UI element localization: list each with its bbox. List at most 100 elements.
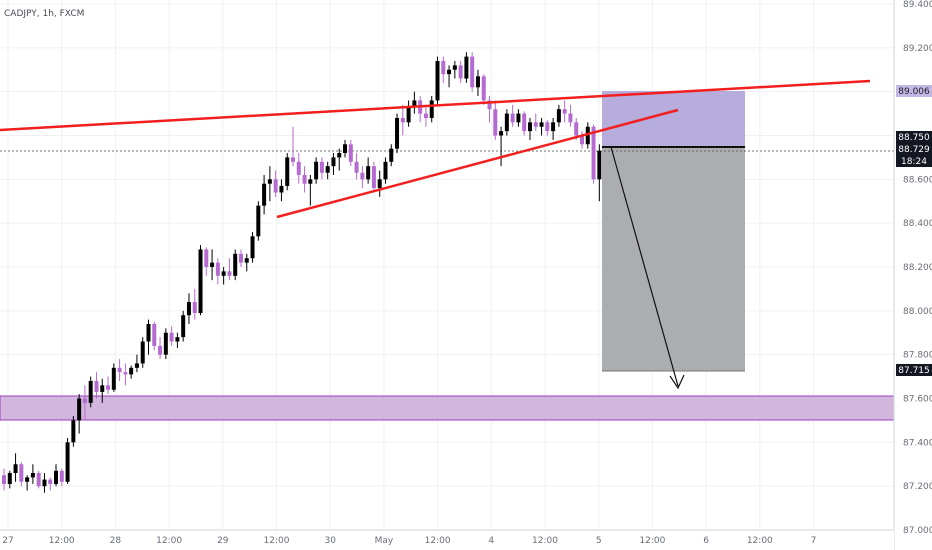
candle: [175, 332, 180, 349]
candle: [371, 161, 376, 193]
candle-body: [129, 367, 134, 375]
candle: [314, 157, 319, 184]
candle: [337, 148, 342, 171]
candle: [487, 96, 492, 123]
candle-body: [279, 185, 284, 193]
time-tick-label: 12:00: [425, 536, 451, 546]
candle-body: [140, 341, 145, 364]
grid-lines: [0, 0, 894, 531]
candle-body: [65, 442, 70, 482]
time-tick-label: 12:00: [156, 536, 182, 546]
candle: [389, 144, 394, 167]
candle-body: [527, 122, 532, 132]
candle: [481, 74, 486, 105]
time-axis[interactable]: 27 12:00 28 12:00 29 12:00 30 May 12:00 4 12:00 5 12…: [2, 536, 816, 546]
price-badge: [896, 143, 932, 155]
candle: [158, 337, 163, 360]
lower-trendline[interactable]: [276, 108, 679, 219]
candle-body: [551, 122, 556, 132]
candle-body: [181, 315, 186, 338]
candle-body: [100, 385, 105, 392]
candle: [250, 231, 255, 263]
candle: [412, 91, 417, 114]
candle-body: [580, 135, 584, 145]
candle: [499, 126, 504, 167]
time-tick-label: 30: [324, 536, 336, 546]
symbol-label: CADJPY, 1h, FXCM: [4, 9, 84, 19]
candle: [291, 126, 295, 167]
candle-body: [221, 271, 226, 276]
candle: [308, 174, 313, 206]
candle-body: [227, 271, 232, 276]
candle: [545, 120, 550, 136]
candle: [447, 65, 452, 88]
candle: [475, 69, 480, 97]
candle-body: [291, 157, 295, 162]
time-tick-label: May: [375, 536, 394, 546]
candle: [192, 288, 197, 320]
candle: [470, 52, 475, 92]
price-tick-label: 89.400: [903, 0, 932, 10]
candle: [106, 376, 111, 395]
candle: [129, 365, 134, 379]
time-tick-label: 6: [703, 536, 709, 546]
candle: [493, 100, 498, 140]
price-tick-label: 87.200: [903, 482, 932, 492]
projection-arrow[interactable]: [610, 146, 685, 390]
time-tick-label: 12:00: [49, 536, 75, 546]
candle-body: [337, 153, 342, 158]
candle: [204, 247, 209, 276]
candle: [262, 174, 267, 215]
candle: [94, 372, 99, 399]
price-badge: [896, 364, 932, 376]
price-tick-label: 87.600: [903, 395, 932, 405]
price-tick-label: 88.600: [903, 175, 932, 185]
candle: [146, 319, 151, 355]
candle: [7, 470, 12, 489]
arrow-head-icon: [669, 374, 685, 390]
price-badge: [896, 131, 932, 143]
candle: [551, 117, 556, 140]
candle: [325, 161, 330, 180]
candle: [597, 144, 602, 202]
candle-body: [19, 464, 24, 482]
candle: [77, 394, 82, 434]
candle-body: [186, 302, 191, 316]
price-tick-label: 87.800: [903, 351, 932, 361]
candle-body: [504, 113, 509, 132]
candle: [100, 378, 105, 403]
candle-body: [152, 323, 157, 346]
candle-body: [522, 113, 527, 132]
candle-body: [395, 117, 400, 149]
candle-body: [452, 65, 457, 70]
candle: [123, 363, 128, 386]
price-badges: 89.006 88.750 88.729 18:24 87.715: [896, 85, 932, 376]
candle-body: [308, 179, 313, 184]
candle-body: [7, 473, 12, 484]
candle-body: [429, 100, 434, 118]
candle: [163, 328, 168, 360]
candle: [111, 363, 116, 392]
candle: [591, 124, 596, 184]
candle-body: [464, 56, 469, 79]
candle-body: [389, 148, 394, 162]
candle: [464, 52, 469, 83]
upper-trendline[interactable]: [0, 79, 871, 132]
candle-body: [233, 253, 238, 276]
candle: [134, 354, 139, 373]
candle: [458, 60, 463, 83]
candle: [71, 416, 76, 447]
candle: [331, 153, 336, 175]
candle-body: [250, 236, 255, 259]
candle: [504, 109, 509, 136]
candle-body: [354, 161, 359, 173]
candle-body: [423, 113, 428, 118]
time-tick-label: 12:00: [639, 536, 665, 546]
candles: [2, 52, 602, 493]
candle-body: [175, 337, 180, 342]
candle: [539, 117, 544, 136]
candle: [82, 385, 87, 421]
candle: [395, 113, 400, 154]
candle-body: [574, 122, 579, 136]
